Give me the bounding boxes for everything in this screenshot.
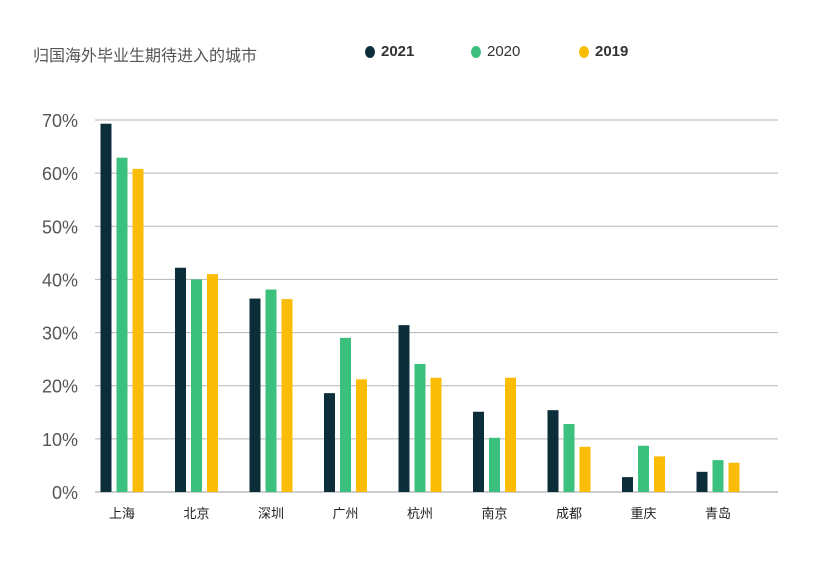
y-tick-label: 0% (52, 483, 78, 503)
bar-2019-4 (430, 377, 442, 492)
bar-2019-5 (505, 377, 516, 492)
x-tick-label: 青岛 (705, 506, 731, 521)
legend-swatch-2021 (365, 45, 375, 58)
y-tick-label: 20% (42, 377, 78, 397)
bar-2021-4 (398, 325, 410, 492)
bar-2019-7 (654, 456, 665, 492)
bar-2020-2 (265, 289, 277, 492)
bar-2020-5 (489, 437, 500, 492)
y-tick-label: 40% (42, 270, 78, 290)
bar-2019-8 (728, 462, 740, 492)
bar-2021-2 (249, 298, 261, 492)
bar-2021-5 (473, 411, 484, 492)
x-tick-label: 北京 (183, 506, 209, 521)
y-tick-label: 70% (42, 111, 78, 131)
bar-2019-6 (579, 446, 591, 492)
bar-2020-3 (340, 337, 351, 492)
bar-2020-0 (116, 157, 128, 492)
bar-2019-0 (132, 168, 144, 493)
y-tick-label: 30% (42, 324, 78, 344)
legend-item-2020: 2020 (471, 43, 520, 60)
bar-2019-1 (207, 274, 218, 492)
legend-label-2019: 2019 (595, 43, 629, 60)
bar-2021-0 (100, 123, 112, 492)
x-tick-label: 重庆 (630, 506, 656, 521)
legend-label-2021: 2021 (381, 43, 415, 60)
bar-2021-7 (622, 477, 633, 492)
bar-2021-6 (547, 410, 559, 492)
bar-2021-8 (696, 471, 708, 492)
x-tick-label: 南京 (481, 506, 507, 521)
bar-2019-3 (356, 379, 367, 492)
legend-swatch-2020 (471, 45, 481, 58)
x-tick-label: 广州 (332, 506, 358, 521)
legend-swatch-2019 (579, 45, 589, 58)
bar-2019-2 (281, 299, 293, 492)
legend-item-2021: 2021 (365, 43, 414, 60)
y-tick-label: 50% (42, 217, 78, 237)
bar-2020-4 (414, 363, 426, 492)
chart-title: 归国海外毕业生期待进入的城市 (33, 48, 258, 65)
y-tick-label: 60% (42, 164, 78, 184)
y-tick-label: 10% (42, 430, 78, 450)
x-tick-label: 杭州 (407, 506, 433, 521)
bar-2020-8 (712, 460, 724, 492)
bar-2020-6 (563, 423, 575, 492)
x-tick-label: 深圳 (258, 506, 284, 521)
legend-item-2019: 2019 (579, 43, 628, 60)
legend-label-2020: 2020 (487, 43, 521, 60)
x-tick-label: 上海 (109, 506, 135, 521)
bar-2021-3 (324, 393, 335, 492)
bar-2020-1 (191, 279, 202, 492)
bar-2021-1 (175, 267, 186, 492)
bar-2020-7 (638, 445, 649, 492)
x-tick-label: 成都 (556, 506, 582, 521)
